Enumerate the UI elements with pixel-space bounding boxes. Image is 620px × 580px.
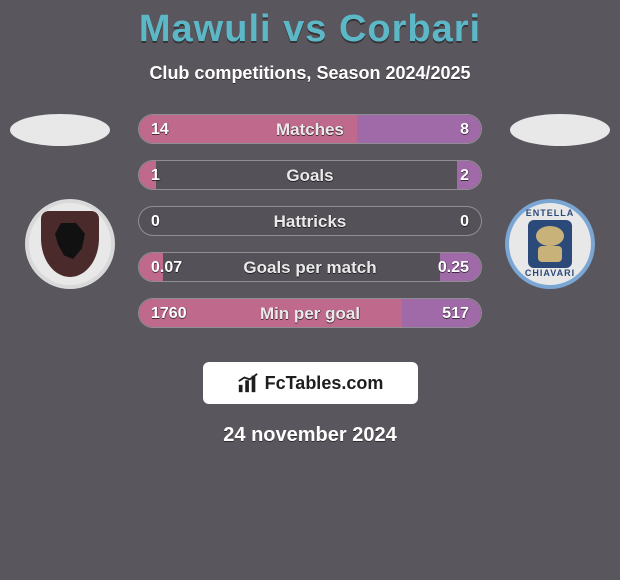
bar-right-value: 517 [442, 299, 469, 328]
disc-right [510, 114, 610, 146]
brand-text: FcTables.com [265, 373, 384, 394]
disc-left [10, 114, 110, 146]
crest-right-text-top: ENTELLA [526, 208, 575, 218]
bar-label: Min per goal [139, 299, 481, 328]
crest-right-text-bottom: CHIAVARI [525, 268, 575, 278]
comparison-stage: ENTELLA CHIAVARI 14Matches8 1Goals2 0Hattr… [0, 114, 620, 344]
brand-badge[interactable]: FcTables.com [203, 362, 418, 404]
bar-right-value: 8 [460, 115, 469, 144]
stat-bar: 1Goals2 [138, 160, 482, 190]
stat-bar: 14Matches8 [138, 114, 482, 144]
stat-bars: 14Matches8 1Goals2 0Hattricks0 0.07Goals pe… [138, 114, 482, 344]
bar-label: Goals per match [139, 253, 481, 282]
bar-right-value: 0 [460, 207, 469, 236]
crest-left [25, 199, 115, 289]
page-title: Mawuli vs Corbari [0, 0, 620, 51]
crest-right: ENTELLA CHIAVARI [505, 199, 595, 289]
shield-icon [41, 211, 99, 277]
page-subtitle: Club competitions, Season 2024/2025 [0, 63, 620, 84]
bar-right-value: 2 [460, 161, 469, 190]
stat-bar: 0.07Goals per match0.25 [138, 252, 482, 282]
date-text: 24 november 2024 [0, 424, 620, 447]
bar-right-value: 0.25 [438, 253, 469, 282]
bar-label: Goals [139, 161, 481, 190]
stat-bar: 1760Min per goal517 [138, 298, 482, 328]
stat-bar: 0Hattricks0 [138, 206, 482, 236]
chart-icon [237, 372, 259, 394]
mascot-icon [528, 220, 572, 268]
bar-label: Matches [139, 115, 481, 144]
bar-label: Hattricks [139, 207, 481, 236]
